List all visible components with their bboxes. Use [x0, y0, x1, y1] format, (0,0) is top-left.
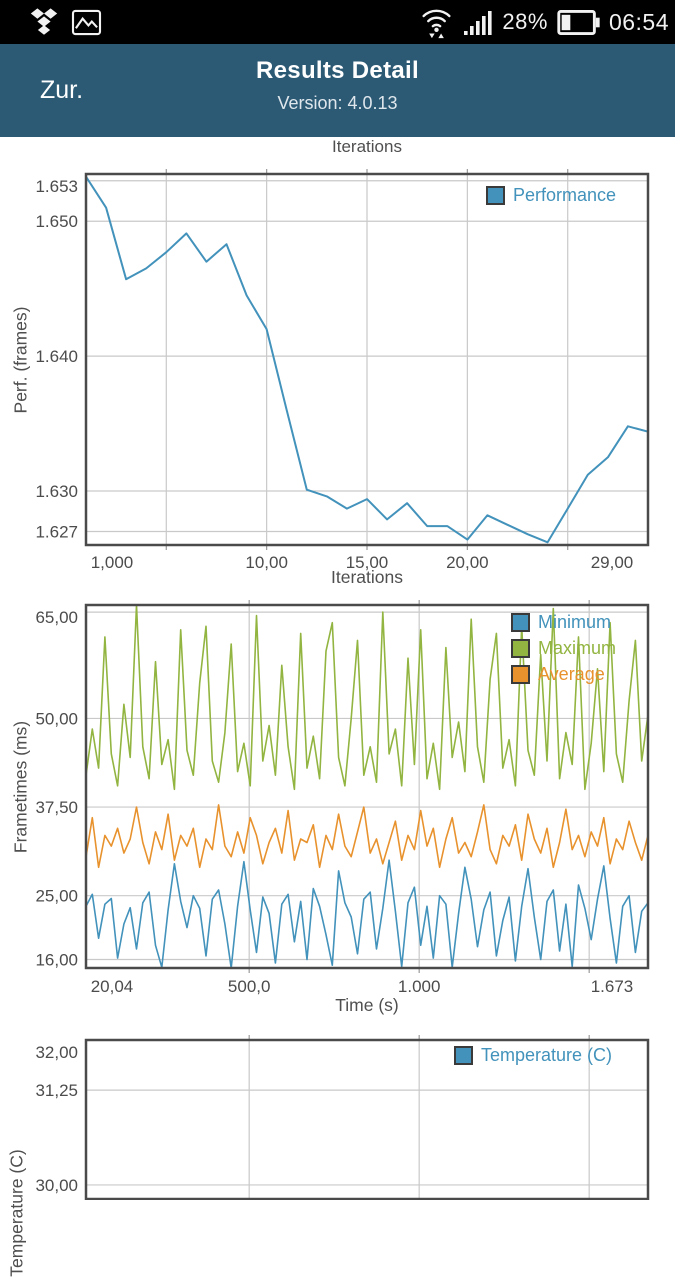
x-tick-label: 1.673: [591, 977, 634, 996]
header-title-block: Results Detail Version: 4.0.13: [0, 57, 675, 114]
y-tick-label: 25,00: [35, 887, 78, 906]
previous-chart-axis-title: Iterations: [332, 137, 402, 156]
y-tick-label: 1.650: [35, 212, 78, 231]
x-tick-label: 10,00: [245, 553, 288, 572]
signal-strength-icon: [464, 8, 493, 37]
y-tick-label: 32,00: [35, 1043, 78, 1062]
x-tick-label: 20,04: [91, 977, 134, 996]
plot-border: [84, 603, 650, 970]
temperature-y-axis-title: Temperature (C): [6, 1149, 27, 1277]
x-tick-label: 20,00: [446, 553, 489, 572]
battery-percent-text: 28%: [502, 9, 548, 34]
legend-swatch-icon: [511, 613, 530, 632]
y-tick-label: 30,00: [35, 1176, 78, 1195]
y-tick-label: 1.640: [35, 347, 78, 366]
y-tick-label: 1.653: [35, 177, 78, 196]
temperature-chart: 32,00 31,25 30,00: [35, 1035, 650, 1200]
dropbox-icon: [28, 7, 60, 37]
plot-border: [84, 1038, 650, 1200]
minimum-line: [86, 859, 648, 968]
version-subtitle: Version: 4.0.13: [277, 93, 398, 113]
legend-label: Temperature (C): [481, 1045, 613, 1065]
maximum-line: [86, 605, 648, 791]
legend-label: Average: [538, 664, 605, 684]
battery-icon: [557, 9, 600, 35]
legend-swatch-icon: [486, 186, 505, 205]
status-bar-left: [28, 7, 102, 37]
app-header: Zur. Results Detail Version: 4.0.13: [0, 44, 675, 137]
performance-legend: Performance: [486, 186, 616, 205]
performance-chart: 1.653 1.650 1.640 1.630 1.627 1,000 10,00 15,00…: [35, 169, 650, 572]
legend-item: Average: [511, 665, 616, 684]
y-tick-label: 37,50: [35, 798, 78, 817]
frametimes-y-axis-title: Frametimes (ms): [10, 720, 31, 854]
x-tick-label: 29,00: [591, 553, 634, 572]
back-button[interactable]: Zur.: [40, 76, 84, 104]
legend-label: Minimum: [538, 612, 612, 632]
legend-swatch-icon: [454, 1046, 473, 1065]
performance-x-axis-title: Iterations: [331, 567, 403, 587]
y-tick-label: 50,00: [35, 709, 78, 728]
y-tick-label: 16,00: [35, 950, 78, 969]
y-tick-label: 1.627: [35, 523, 78, 542]
frametimes-legend: Minimum Maximum Average: [511, 613, 616, 684]
temperature-legend: Temperature (C): [454, 1046, 612, 1065]
frametimes-x-axis-title: Time (s): [335, 995, 399, 1015]
gallery-icon: [71, 9, 102, 36]
page-title: Results Detail: [256, 57, 419, 84]
frametimes-chart: 65,00 50,00 37,50 25,00 16,00 20,04 500,0 1.000…: [35, 600, 650, 996]
legend-item: Maximum: [511, 639, 616, 658]
y-tick-label: 1.630: [35, 482, 78, 501]
legend-swatch-icon: [511, 665, 530, 684]
y-tick-label: 65,00: [35, 608, 78, 627]
wifi-icon: [418, 5, 455, 39]
x-tick-label: 500,0: [228, 977, 271, 996]
status-bar-right: 28% 06:54: [418, 5, 669, 39]
performance-y-axis-title: Perf. (frames): [10, 306, 31, 414]
legend-label: Maximum: [538, 638, 617, 658]
x-tick-label: 1,000: [91, 553, 134, 572]
charts-canvas: 1.653 1.650 1.640 1.630 1.627 1,000 10,00 15,00…: [35, 169, 650, 1200]
clock-text: 06:54: [608, 8, 669, 35]
legend-item: Temperature (C): [454, 1046, 612, 1065]
x-tick-label: 1.000: [398, 977, 441, 996]
legend-label: Performance: [513, 185, 617, 205]
legend-item: Performance: [486, 186, 616, 205]
legend-item: Minimum: [511, 613, 616, 632]
plot-border: [84, 172, 650, 547]
y-tick-label: 31,25: [35, 1081, 78, 1100]
x-tick-label: 15,00: [346, 553, 389, 572]
legend-swatch-icon: [511, 639, 530, 658]
average-line: [86, 804, 648, 869]
performance-line: [86, 176, 648, 544]
status-bar: 28% 06:54: [0, 0, 675, 44]
